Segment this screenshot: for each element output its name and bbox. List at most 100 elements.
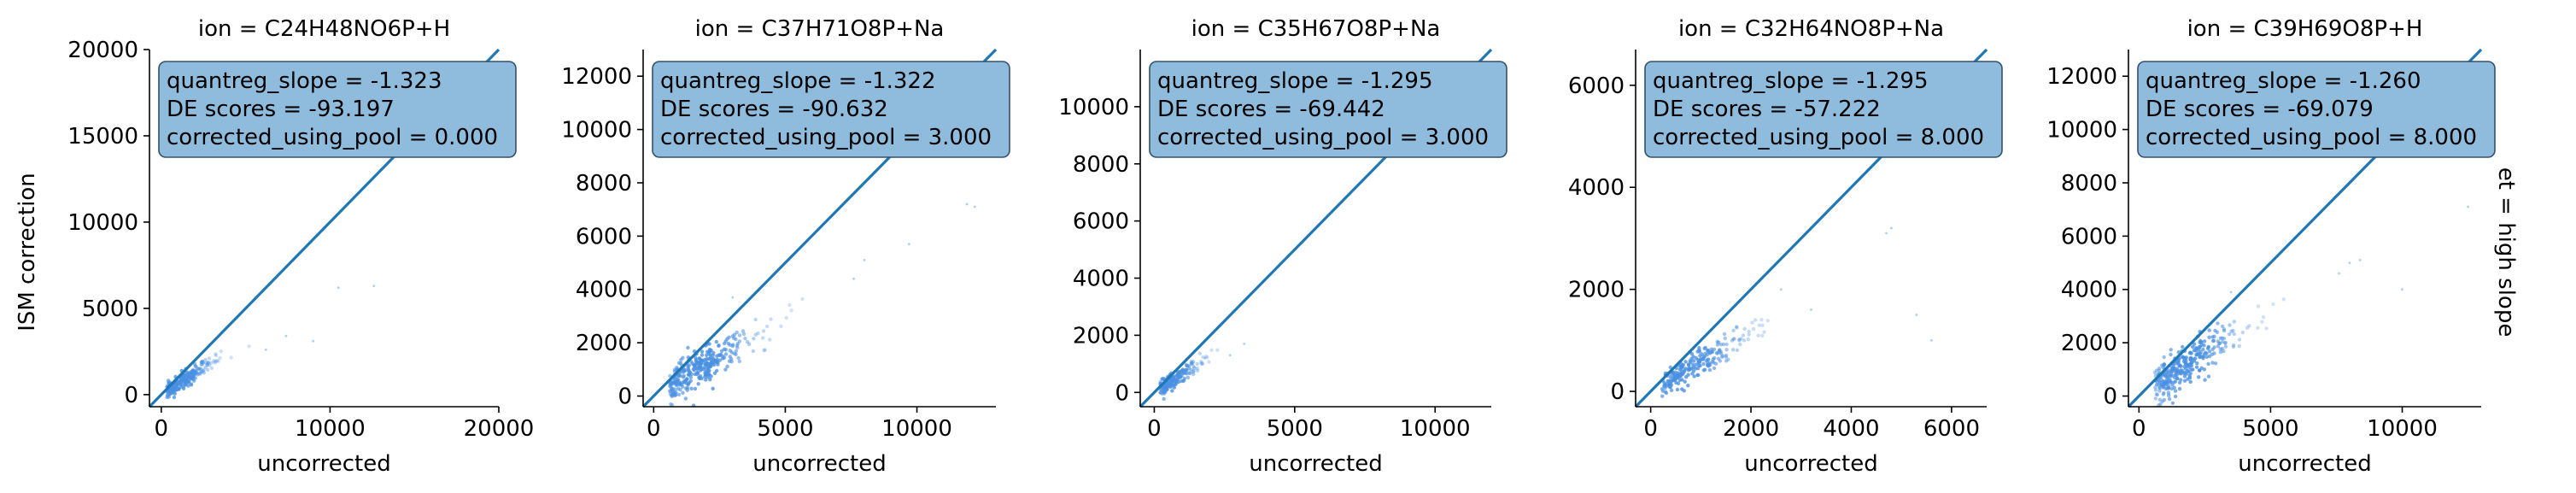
data-point bbox=[202, 371, 206, 375]
data-point bbox=[2220, 324, 2225, 329]
data-point bbox=[1160, 377, 1164, 381]
data-point bbox=[761, 329, 766, 333]
data-point bbox=[199, 360, 204, 365]
facet-panel: ion = C35H67O8P+Na 0 2000 4000 6000 8000 10000… bbox=[1058, 16, 1508, 477]
data-point bbox=[2401, 288, 2403, 291]
data-point bbox=[184, 380, 188, 384]
data-point bbox=[2197, 348, 2201, 352]
data-point bbox=[2231, 344, 2236, 349]
data-point bbox=[2245, 326, 2250, 330]
data-point bbox=[1760, 333, 1765, 338]
data-point bbox=[779, 324, 783, 329]
scatter-points bbox=[165, 285, 376, 400]
data-point bbox=[697, 364, 701, 368]
x-tick-label: 0 bbox=[1643, 416, 1658, 442]
data-point bbox=[2240, 330, 2245, 335]
data-point bbox=[172, 395, 177, 400]
data-point bbox=[1159, 387, 1164, 391]
data-point bbox=[728, 349, 732, 353]
data-point bbox=[2198, 340, 2202, 344]
data-point bbox=[736, 355, 741, 361]
data-point bbox=[206, 361, 210, 366]
x-tick-label: 0 bbox=[1147, 416, 1162, 442]
data-point bbox=[200, 362, 204, 367]
data-point bbox=[1692, 374, 1696, 379]
data-point bbox=[1810, 308, 1812, 311]
data-point bbox=[2195, 361, 2199, 366]
data-point bbox=[1668, 382, 1672, 386]
data-point bbox=[2161, 365, 2165, 370]
data-point bbox=[1735, 326, 1739, 330]
scatter-points bbox=[667, 202, 976, 407]
data-point bbox=[1203, 356, 1206, 360]
data-point bbox=[2228, 323, 2232, 327]
data-point bbox=[722, 341, 727, 346]
y-tick-label: 4000 bbox=[2061, 278, 2117, 303]
data-point bbox=[671, 381, 676, 386]
data-point bbox=[711, 386, 715, 390]
data-point bbox=[214, 359, 220, 363]
y-tick-label: 8000 bbox=[576, 171, 632, 197]
data-point bbox=[2198, 355, 2202, 360]
data-point bbox=[1703, 367, 1707, 372]
y-tick-label: 5000 bbox=[82, 296, 138, 322]
data-point bbox=[1741, 333, 1746, 337]
data-point bbox=[686, 382, 690, 387]
data-point bbox=[190, 373, 195, 378]
data-point bbox=[2210, 335, 2215, 339]
data-point bbox=[727, 335, 731, 339]
data-point bbox=[735, 330, 739, 335]
data-point bbox=[1732, 337, 1736, 341]
data-point bbox=[732, 351, 736, 355]
data-point bbox=[173, 387, 178, 392]
data-point bbox=[1700, 352, 1705, 356]
data-point bbox=[176, 387, 181, 391]
data-point bbox=[2181, 344, 2185, 349]
data-point bbox=[179, 377, 183, 381]
data-point bbox=[201, 369, 205, 373]
data-point bbox=[2222, 337, 2227, 341]
data-point bbox=[1162, 396, 1166, 402]
data-point bbox=[1668, 384, 1673, 390]
data-point bbox=[208, 363, 212, 367]
data-point bbox=[717, 353, 721, 357]
data-point bbox=[2216, 344, 2221, 349]
data-point bbox=[1200, 361, 1204, 367]
data-point bbox=[2467, 205, 2470, 208]
facet-panel: ion = C39H69O8P+H 0 2000 4000 6000 8000 10000 1… bbox=[2046, 16, 2496, 477]
y-tick-label: 8000 bbox=[1073, 152, 1129, 178]
data-point bbox=[1205, 355, 1209, 360]
data-point bbox=[2154, 383, 2159, 387]
data-point bbox=[2175, 368, 2180, 373]
data-point bbox=[2192, 342, 2197, 346]
data-point bbox=[2159, 383, 2163, 387]
data-point bbox=[2232, 332, 2236, 337]
data-point bbox=[1696, 373, 1701, 378]
data-point bbox=[1705, 353, 1709, 357]
data-point bbox=[2261, 314, 2266, 320]
data-point bbox=[200, 359, 205, 364]
data-point bbox=[1731, 328, 1736, 332]
stats-line: quantreg_slope = -1.295 bbox=[1653, 68, 1929, 94]
data-point bbox=[741, 332, 746, 337]
data-point bbox=[1179, 379, 1184, 384]
data-point bbox=[2173, 379, 2178, 384]
data-point bbox=[965, 202, 969, 206]
data-point bbox=[2201, 355, 2205, 359]
data-point bbox=[1681, 362, 1685, 367]
stats-line: DE scores = -90.632 bbox=[660, 97, 888, 122]
y-tick-label: 0 bbox=[1115, 380, 1129, 406]
data-point bbox=[1189, 367, 1193, 372]
data-point bbox=[247, 344, 251, 349]
data-point bbox=[1186, 364, 1190, 368]
stats-line: quantreg_slope = -1.322 bbox=[660, 68, 936, 94]
data-point bbox=[671, 390, 676, 395]
data-point bbox=[2260, 320, 2264, 324]
stats-line: quantreg_slope = -1.323 bbox=[167, 68, 442, 94]
data-point bbox=[705, 353, 709, 357]
data-point bbox=[206, 361, 210, 365]
data-point bbox=[209, 361, 214, 365]
data-point bbox=[186, 384, 190, 388]
